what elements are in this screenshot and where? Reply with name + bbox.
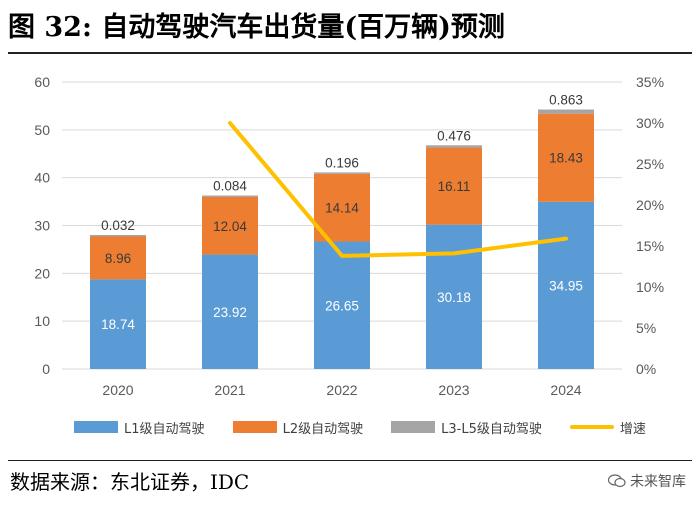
bar-l2: [314, 173, 370, 242]
y-tick-label: 20: [34, 265, 50, 281]
data-label-l1: 34.95: [549, 278, 583, 293]
legend: L1级自动驾驶 L2级自动驾驶 L3-L5级自动驾驶 增速: [60, 414, 660, 440]
data-label-l35: 0.196: [325, 155, 359, 170]
bar-l35: [426, 145, 482, 148]
bar-l1: [202, 254, 258, 369]
bar-l35: [314, 172, 370, 174]
x-tick-label: 2022: [326, 382, 357, 398]
y2-tick-label: 30%: [636, 115, 664, 131]
y-tick-label: 50: [34, 122, 50, 138]
bar-l35: [90, 235, 146, 237]
source-note: 数据来源：东北证券，IDC: [10, 470, 250, 494]
bar-l2: [202, 196, 258, 255]
data-label-l35: 0.476: [437, 128, 471, 143]
y-tick-label: 60: [34, 74, 50, 90]
growth-line-layer: [228, 121, 568, 258]
legend-item-growth: 增速: [569, 418, 646, 437]
y2-tick-label: 15%: [636, 238, 664, 254]
y-tick-label: 0: [42, 361, 50, 377]
y2-tick-label: 10%: [636, 279, 664, 295]
data-labels: 18.74 8.96 0.032 23.92 12.04 0.084 26.65 14.14 0…: [101, 93, 583, 333]
y2-tick-label: 0%: [636, 361, 656, 377]
bar-l1: [538, 201, 594, 369]
bar-l2: [538, 113, 594, 202]
legend-item-l2: L2级自动驾驶: [232, 418, 364, 437]
data-label-l35: 0.084: [213, 178, 247, 193]
y-tick-label: 30: [34, 218, 50, 234]
y2-tick-label: 25%: [636, 156, 664, 172]
bar-l2: [90, 236, 146, 280]
y2-tick-label: 35%: [636, 74, 664, 90]
figure-title: 图 32: 自动驾驶汽车出货量(百万辆)预测: [8, 12, 505, 43]
watermark-text: 未来智库: [630, 474, 686, 490]
data-label-l2: 12.04: [213, 219, 247, 234]
legend-label: L2级自动驾驶: [282, 421, 364, 437]
data-label-l2: 8.96: [105, 251, 131, 266]
x-tick-label: 2024: [550, 382, 581, 398]
bar-l1: [426, 224, 482, 369]
data-label-l35: 0.863: [549, 93, 583, 108]
title-rule: [8, 52, 692, 54]
bars: [90, 109, 594, 369]
legend-item-l1: L1级自动驾驶: [74, 418, 205, 437]
data-label-l1: 23.92: [213, 305, 247, 320]
data-label-l35: 0.032: [101, 218, 135, 233]
data-label-l1: 26.65: [325, 298, 359, 313]
legend-item-l35: L3-L5级自动驾驶: [391, 418, 542, 437]
wechat-bubble-icon: [608, 474, 626, 488]
legend-label: L1级自动驾驶: [124, 421, 205, 437]
footer-rule: [8, 460, 692, 461]
growth-line: [228, 121, 568, 258]
legend-label: 增速: [619, 421, 646, 437]
legend-swatch: [569, 425, 614, 429]
bar-l35: [202, 195, 258, 197]
chart-area: 18.748.960.03223.9212.040.08426.6514.140…: [34, 74, 664, 398]
y-tick-label: 40: [34, 170, 50, 186]
legend-swatch: [74, 421, 119, 433]
y2-tick-label: 20%: [636, 197, 664, 213]
data-label-l2: 16.11: [438, 179, 471, 194]
watermark: 未来智库: [608, 471, 686, 491]
data-label-l2: 14.14: [325, 201, 359, 216]
legend-label: L3-L5级自动驾驶: [441, 421, 542, 437]
data-label-l1: 30.18: [437, 290, 471, 305]
x-tick-label: 2020: [102, 382, 133, 398]
bar-l35: [538, 109, 594, 114]
bar-l1: [90, 279, 146, 369]
x-tick-label: 2021: [214, 382, 245, 398]
legend-swatch: [391, 421, 436, 433]
y-tick-label: 10: [34, 313, 50, 329]
legend-swatch: [232, 421, 277, 433]
data-label-l2: 18.43: [549, 151, 583, 166]
y2-tick-label: 5%: [636, 320, 656, 336]
data-label-l1: 18.74: [101, 317, 135, 332]
bar-l2: [426, 147, 482, 225]
axes: 0 10 20 30 40 50 60 0% 5% 10% 15% 20% 25% 30% 35% 2020 2…: [34, 74, 664, 398]
bar-l1: [314, 241, 370, 369]
x-tick-label: 2023: [438, 382, 469, 398]
